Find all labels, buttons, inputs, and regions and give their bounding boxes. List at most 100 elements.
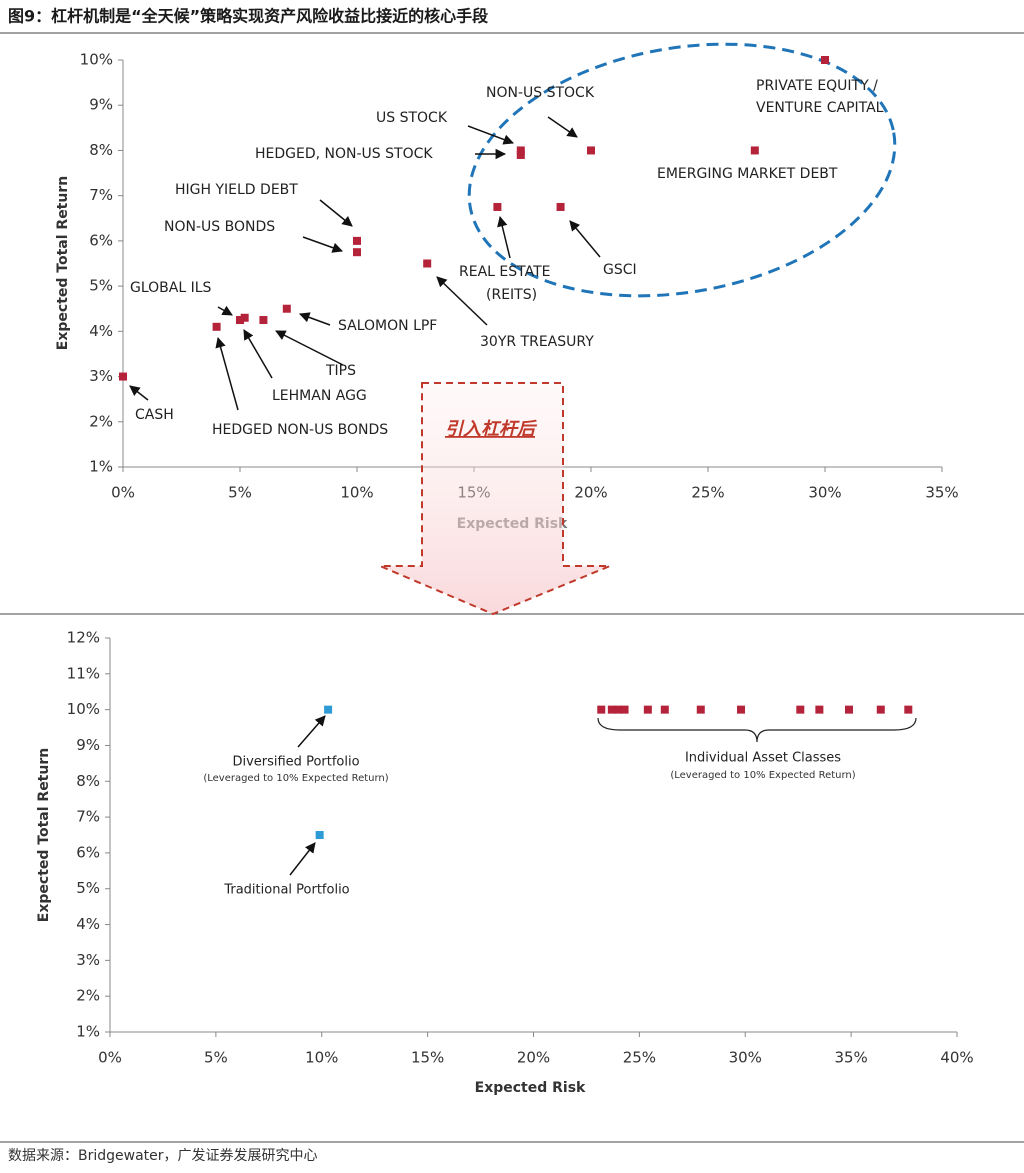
y-tick-label: 5% bbox=[76, 879, 100, 897]
point-label: HIGH YIELD DEBT bbox=[175, 182, 298, 198]
annotation-arrow bbox=[129, 385, 149, 401]
point-label: HEDGED, NON-US STOCK bbox=[255, 146, 433, 162]
y-tick-label: 9% bbox=[76, 736, 100, 754]
point-label: GSCI bbox=[603, 262, 637, 278]
point bbox=[696, 705, 705, 714]
annotation-note: (Leveraged to 10% Expected Return) bbox=[670, 770, 855, 781]
annotation: Individual Asset Classes bbox=[685, 751, 841, 766]
y-tick-label: 2% bbox=[89, 412, 113, 430]
point bbox=[516, 150, 525, 159]
point bbox=[607, 705, 616, 714]
point bbox=[587, 146, 595, 155]
annotation-arrow bbox=[319, 199, 353, 227]
point-label: (REITS) bbox=[486, 287, 537, 303]
point-label: US STOCK bbox=[376, 110, 448, 126]
point bbox=[212, 322, 221, 331]
annotation-note: (Leveraged to 10% Expected Return) bbox=[203, 773, 388, 784]
annotation-arrow bbox=[217, 305, 233, 316]
point-label: PRIVATE EQUITY / bbox=[756, 78, 878, 94]
highlight-ellipse bbox=[467, 42, 897, 298]
y-tick-label: 12% bbox=[67, 629, 100, 647]
annotation-arrow bbox=[243, 329, 273, 379]
point bbox=[556, 202, 565, 211]
x-tick-label: 35% bbox=[925, 484, 958, 502]
point bbox=[643, 705, 652, 714]
point bbox=[821, 56, 829, 64]
charts: 1% 2% 3% 4% 5% 6% 7% 8% 9% 10% 0% 5% 10% 15% 20% 25% 30%… bbox=[36, 51, 974, 1097]
point bbox=[240, 313, 249, 322]
y-tick-label: 1% bbox=[89, 458, 113, 476]
y-tick-label: 6% bbox=[89, 231, 113, 249]
point bbox=[259, 316, 268, 325]
x-tick-label: 0% bbox=[98, 1049, 122, 1067]
x-tick-label: 25% bbox=[623, 1049, 656, 1067]
y-tick-label: 11% bbox=[67, 664, 100, 682]
point bbox=[614, 705, 623, 714]
point bbox=[324, 705, 333, 714]
y-tick-label: 7% bbox=[89, 186, 113, 204]
y-tick-label: 1% bbox=[76, 1023, 100, 1041]
point bbox=[660, 705, 669, 714]
annotation-arrow bbox=[289, 842, 316, 876]
point-label: REAL ESTATE bbox=[459, 264, 551, 280]
y-tick-label: 9% bbox=[89, 96, 113, 114]
point-label: VENTURE CAPITAL bbox=[756, 100, 884, 116]
y-tick-label: 10% bbox=[80, 51, 113, 69]
x-tick-label: 40% bbox=[940, 1049, 973, 1067]
point-label: NON-US STOCK bbox=[486, 85, 595, 101]
annotation: Traditional Portfolio bbox=[223, 883, 349, 898]
annotation-arrow bbox=[467, 125, 514, 145]
x-tick-label: 35% bbox=[834, 1049, 867, 1067]
point bbox=[423, 259, 432, 268]
brace bbox=[597, 717, 917, 743]
point-label: HEDGED NON-US BONDS bbox=[212, 422, 388, 438]
point bbox=[750, 146, 759, 155]
point-label: GLOBAL ILS bbox=[130, 280, 212, 296]
source-note: 数据来源：Bridgewater，广发证券发展研究中心 bbox=[8, 1148, 318, 1164]
x-tick-label: 20% bbox=[517, 1049, 550, 1067]
x-tick-label: 30% bbox=[808, 484, 841, 502]
y-tick-label: 5% bbox=[89, 277, 113, 295]
x-tick-label: 25% bbox=[691, 484, 724, 502]
point bbox=[119, 372, 127, 381]
y-tick-label: 4% bbox=[76, 915, 100, 933]
annotation-arrow bbox=[215, 336, 239, 411]
point bbox=[904, 705, 913, 714]
figure-title: 图9：杠杆机制是“全天候”策略实现资产风险收益比接近的核心手段 bbox=[8, 7, 489, 26]
point bbox=[315, 831, 324, 839]
point bbox=[516, 146, 525, 155]
y-axis-label: Expected Total Return bbox=[36, 748, 52, 922]
point bbox=[353, 248, 361, 257]
y-tick-label: 10% bbox=[67, 700, 100, 718]
annotation-arrow bbox=[547, 116, 578, 138]
x-tick-label: 30% bbox=[729, 1049, 762, 1067]
point-label: 30YR TREASURY bbox=[480, 334, 594, 350]
x-tick-label: 10% bbox=[305, 1049, 338, 1067]
point bbox=[597, 705, 606, 714]
y-tick-label: 7% bbox=[76, 808, 100, 826]
arrow-text: 引入杠杆后 bbox=[445, 419, 538, 440]
y-tick-label: 4% bbox=[89, 322, 113, 340]
point bbox=[236, 316, 244, 325]
transition-arrow bbox=[379, 382, 611, 616]
y-tick-label: 3% bbox=[89, 367, 113, 385]
y-tick-label: 2% bbox=[76, 987, 100, 1005]
y-axis-label: Expected Total Return bbox=[55, 176, 71, 350]
point bbox=[876, 705, 885, 714]
annotation-arrow bbox=[297, 715, 326, 748]
point-label: LEHMAN AGG bbox=[272, 388, 367, 404]
annotation-arrow bbox=[497, 215, 511, 259]
point-label: EMERGING MARKET DEBT bbox=[657, 166, 838, 182]
x-tick-label: 5% bbox=[204, 1049, 228, 1067]
y-tick-label: 8% bbox=[89, 141, 113, 159]
x-tick-label: 15% bbox=[411, 1049, 444, 1067]
x-tick-label: 0% bbox=[111, 484, 135, 502]
annotation: Diversified Portfolio bbox=[232, 755, 359, 770]
point bbox=[737, 705, 746, 714]
annotation-arrow bbox=[569, 220, 601, 258]
point bbox=[845, 705, 854, 714]
point-label: CASH bbox=[135, 407, 174, 423]
point-label: NON-US BONDS bbox=[164, 219, 275, 235]
point bbox=[815, 705, 824, 714]
